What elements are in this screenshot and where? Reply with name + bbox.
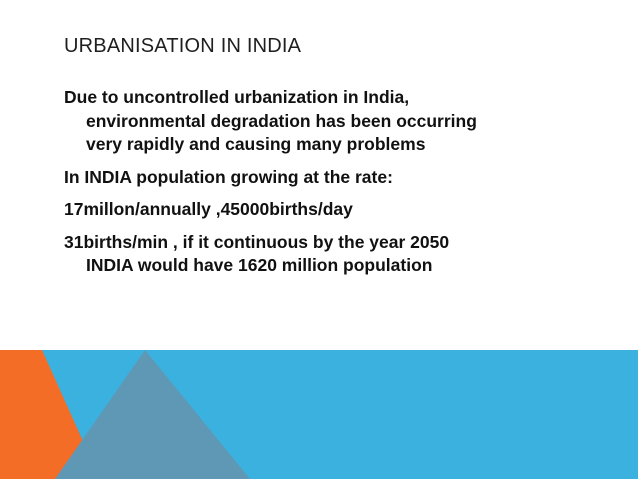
paragraph: 17millon/annually ,45000births/day [64, 198, 624, 222]
paragraph: 31births/min , if it continuous by the y… [64, 231, 624, 278]
text-line: INDIA would have 1620 million population [86, 255, 433, 275]
text-line: 17millon/annually ,45000births/day [64, 199, 353, 219]
paragraph: In INDIA population growing at the rate: [64, 166, 624, 190]
triangle-shape [55, 350, 250, 479]
text-line: In INDIA population growing at the rate: [64, 166, 393, 187]
slide-body: Due to uncontrolled urbanization in Indi… [64, 86, 624, 287]
text-line: very rapidly and causing many problems [86, 134, 426, 154]
text-line: Due to uncontrolled urbanization in Indi… [64, 87, 410, 107]
paragraph: Due to uncontrolled urbanization in Indi… [64, 86, 624, 157]
orange-shape [0, 350, 100, 479]
text-line: environmental degradation has been occur… [86, 110, 477, 131]
slide-title: URBANISATION IN INDIA [64, 35, 302, 57]
text-line: 31births/min , if it continuous by the y… [64, 231, 450, 252]
